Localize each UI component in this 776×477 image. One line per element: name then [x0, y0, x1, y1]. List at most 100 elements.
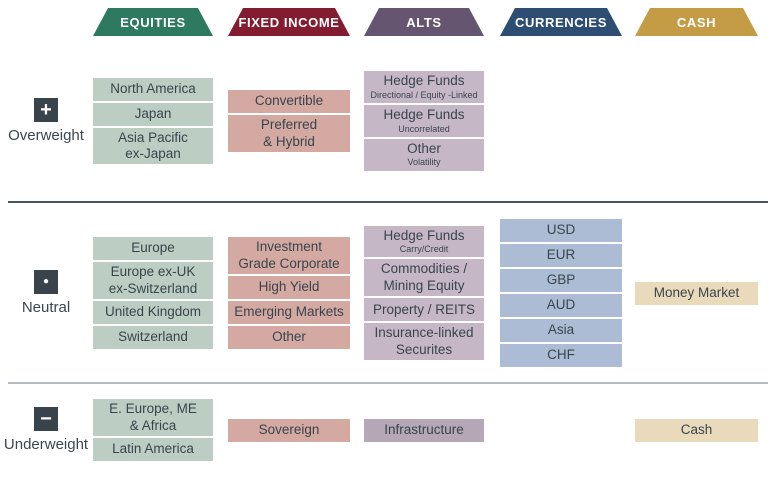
cell-underweight-cash: Cash	[635, 384, 758, 476]
divider-overweight-neutral	[8, 201, 768, 203]
asset-box-neutral-fixed_income: Emerging Markets	[228, 300, 350, 324]
cell-overweight-equities: North America Japan Asia Pacific ex-Japan	[93, 42, 213, 200]
asset-box-neutral-fixed_income: Investment Grade Corporate	[228, 237, 350, 274]
asset-box-title: Convertible	[254, 93, 324, 109]
asset-box-neutral-alts: Property / REITS	[364, 298, 484, 322]
asset-box-neutral-alts: Hedge Funds Carry/Credit	[364, 225, 484, 258]
row-overweight: + Overweight North America Japan Asia Pacifi…	[0, 42, 776, 200]
asset-box-neutral-equities: Europe ex-UK ex-Switzerland	[93, 262, 213, 299]
asset-box-title: Europe	[131, 240, 175, 256]
asset-box-title: Property / REITS	[372, 301, 476, 317]
asset-box-subtitle: Carry/Credit	[399, 244, 449, 255]
asset-box-neutral-currencies: CHF	[500, 344, 622, 367]
row-label-overweight: + Overweight	[2, 42, 90, 200]
asset-box-neutral-equities: Europe	[93, 237, 213, 261]
asset-box-neutral-alts: Commodities / Mining Equity	[364, 259, 484, 297]
asset-box-overweight-alts: Hedge Funds Uncorrelated	[364, 105, 484, 137]
asset-box-neutral-cash: Money Market	[635, 281, 758, 305]
asset-box-title: AUD	[546, 297, 576, 313]
asset-box-neutral-alts: Insurance-linked Securites	[364, 323, 484, 361]
neutral-dot-icon: ●	[34, 270, 58, 294]
cell-underweight-currencies	[500, 384, 622, 476]
cell-neutral-alts: Hedge Funds Carry/Credit Commodities / Min…	[364, 204, 484, 382]
asset-box-title: Money Market	[653, 284, 740, 300]
asset-box-underweight-equities: Latin America	[93, 437, 213, 461]
asset-box-title: Emerging Markets	[234, 304, 344, 320]
asset-box-title: Sovereign	[258, 421, 320, 437]
asset-box-neutral-currencies: AUD	[500, 294, 622, 317]
asset-box-underweight-alts: Infrastructure	[364, 418, 484, 442]
row-label-underweight: − Underweight	[2, 384, 90, 476]
asset-box-title: Hedge Funds	[383, 227, 465, 243]
asset-box-overweight-equities: Japan	[93, 102, 213, 126]
column-header-fixed_income: FIXED INCOME	[228, 8, 350, 36]
cell-overweight-alts: Hedge Funds Directional / Equity -Linked H…	[364, 42, 484, 200]
asset-box-neutral-fixed_income: High Yield	[228, 275, 350, 299]
asset-box-title: High Yield	[258, 279, 320, 295]
asset-box-neutral-currencies: EUR	[500, 244, 622, 267]
asset-box-neutral-currencies: Asia	[500, 319, 622, 342]
asset-box-title: Infrastructure	[384, 421, 464, 437]
asset-box-neutral-currencies: GBP	[500, 269, 622, 292]
asset-box-title: Other	[407, 140, 441, 156]
asset-box-overweight-alts: Hedge Funds Directional / Equity -Linked	[364, 71, 484, 104]
column-header-currencies: CURRENCIES	[500, 8, 622, 36]
asset-box-title: Hedge Funds	[383, 107, 465, 123]
divider-neutral-underweight	[8, 382, 768, 384]
asset-box-title: Switzerland	[118, 329, 188, 345]
asset-box-title: Insurance-linked Securites	[374, 325, 474, 357]
asset-box-title: Other	[272, 329, 306, 345]
row-underweight: − Underweight E. Europe, ME & Africa Latin …	[0, 384, 776, 476]
asset-box-title: Hedge Funds	[383, 73, 465, 89]
cell-underweight-equities: E. Europe, ME & Africa Latin America	[93, 384, 213, 476]
cell-underweight-alts: Infrastructure	[364, 384, 484, 476]
asset-box-overweight-fixed_income: Convertible	[228, 90, 350, 114]
asset-box-neutral-equities: United Kingdom	[93, 300, 213, 324]
asset-box-subtitle: Volatility	[407, 157, 441, 168]
cell-neutral-equities: Europe Europe ex-UK ex-Switzerland United …	[93, 204, 213, 382]
asset-box-title: Latin America	[112, 441, 194, 457]
asset-box-title: Preferred & Hybrid	[260, 117, 318, 149]
plus-icon: +	[34, 98, 58, 122]
asset-box-subtitle: Directional / Equity -Linked	[370, 89, 478, 100]
asset-box-underweight-equities: E. Europe, ME & Africa	[93, 399, 213, 436]
cell-neutral-currencies: USD EUR GBP AUD Asia CHF	[500, 204, 622, 382]
asset-box-overweight-equities: North America	[93, 77, 213, 101]
row-label-neutral: ● Neutral	[2, 204, 90, 382]
asset-box-title: EUR	[546, 247, 576, 263]
row-label-text-underweight: Underweight	[3, 436, 89, 453]
asset-box-neutral-fixed_income: Other	[228, 325, 350, 349]
row-neutral: ● Neutral Europe Europe ex-UK ex-Switzerlan…	[0, 204, 776, 382]
asset-box-subtitle: Uncorrelated	[398, 123, 450, 134]
asset-box-title: United Kingdom	[104, 304, 202, 320]
cell-overweight-cash	[635, 42, 758, 200]
cell-underweight-fixed_income: Sovereign	[228, 384, 350, 476]
minus-icon: −	[34, 407, 58, 431]
column-header-alts: ALTS	[364, 8, 484, 36]
asset-box-title: E. Europe, ME & Africa	[109, 401, 197, 433]
asset-box-title: CHF	[547, 347, 575, 363]
asset-box-neutral-equities: Switzerland	[93, 325, 213, 349]
asset-box-title: Investment Grade Corporate	[238, 239, 340, 271]
asset-box-title: North America	[110, 80, 196, 96]
asset-box-overweight-fixed_income: Preferred & Hybrid	[228, 115, 350, 152]
asset-box-title: Asia	[547, 322, 575, 338]
row-label-text-overweight: Overweight	[8, 127, 84, 144]
asset-box-underweight-cash: Cash	[635, 418, 758, 442]
asset-box-title: Cash	[680, 421, 713, 437]
asset-box-title: GBP	[546, 272, 576, 288]
cell-overweight-fixed_income: Convertible Preferred & Hybrid	[228, 42, 350, 200]
asset-box-title: USD	[546, 222, 576, 238]
asset-box-underweight-fixed_income: Sovereign	[228, 418, 350, 442]
column-header-equities: EQUITIES	[93, 8, 213, 36]
asset-box-overweight-equities: Asia Pacific ex-Japan	[93, 127, 213, 165]
cell-overweight-currencies	[500, 42, 622, 200]
asset-box-title: Japan	[134, 105, 172, 121]
row-label-text-neutral: Neutral	[21, 299, 71, 316]
column-header-cash: CASH	[635, 8, 758, 36]
asset-box-title: Commodities / Mining Equity	[380, 261, 468, 293]
cell-neutral-fixed_income: Investment Grade Corporate High Yield Emer…	[228, 204, 350, 382]
cell-neutral-cash: Money Market	[635, 204, 758, 382]
asset-box-neutral-currencies: USD	[500, 219, 622, 242]
